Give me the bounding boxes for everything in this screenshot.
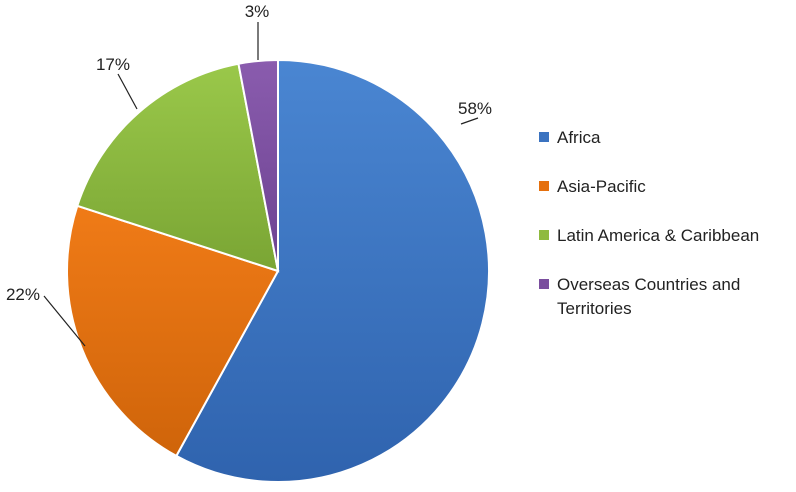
legend-swatch-africa	[539, 132, 549, 142]
pie-slice-latin-america-and-caribbean	[76, 62, 280, 273]
legend-label-africa: Africa	[557, 128, 601, 147]
legend-swatch-latin-america-and-caribbean	[539, 230, 549, 240]
legend-label-overseas-countries-and-territories: Overseas Countries and Territories	[557, 275, 741, 318]
leader-line-latin-america-and-caribbean	[117, 73, 138, 110]
data-label-overseas-countries-and-territories: 3%	[245, 2, 270, 21]
data-labels: 58% 22% 17% 3%	[6, 2, 492, 304]
data-label-africa: 58%	[458, 99, 492, 118]
pie-slice-africa	[174, 58, 490, 483]
pie-slices	[66, 58, 490, 483]
legend-item-overseas-countries-and-territories: Overseas Countries and Territories	[539, 273, 789, 321]
legend-swatch-overseas-countries-and-territories	[539, 279, 549, 289]
legend-swatch-asia-pacific	[539, 181, 549, 191]
legend-item-asia-pacific: Asia-Pacific	[539, 175, 789, 199]
leader-line-africa	[460, 117, 479, 125]
leader-lines	[43, 22, 479, 347]
data-label-latin-america-and-caribbean: 17%	[96, 55, 130, 74]
legend-label-asia-pacific: Asia-Pacific	[557, 177, 646, 196]
legend-label-latin-america-and-caribbean: Latin America & Caribbean	[557, 226, 760, 245]
legend: Africa Asia-Pacific Latin America & Caribb…	[539, 126, 789, 346]
data-label-asia-pacific: 22%	[6, 285, 40, 304]
legend-item-latin-america-and-caribbean: Latin America & Caribbean	[539, 224, 789, 248]
pie-slice-overseas-countries-and-territories	[237, 58, 279, 272]
legend-item-africa: Africa	[539, 126, 789, 150]
leader-line-asia-pacific	[43, 295, 86, 347]
pie-slice-asia-pacific	[66, 204, 280, 458]
